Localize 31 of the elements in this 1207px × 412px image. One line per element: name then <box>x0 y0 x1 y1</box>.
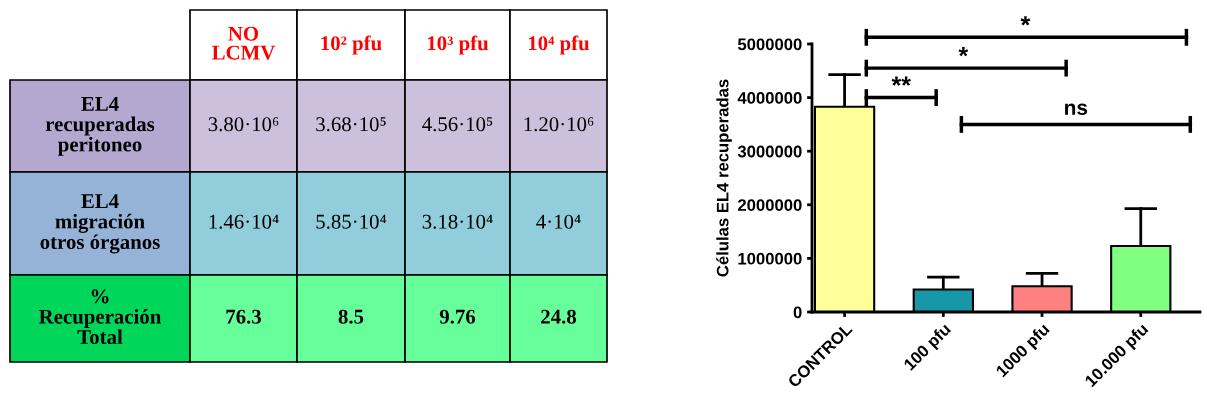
text: 9.76 <box>439 309 476 324</box>
y-tick-label: 5000000 <box>737 38 802 51</box>
y-tick-label: 1000000 <box>738 252 802 265</box>
text: 4·10⁴ <box>536 214 581 229</box>
text: 3.68·10⁵ <box>316 117 386 132</box>
category-label: 10³ pfu <box>427 35 489 55</box>
category-label: 10⁴ pfu <box>528 35 590 55</box>
text: * <box>1020 16 1031 26</box>
x-tick-label: 100 pfu <box>902 322 954 374</box>
text: 3.18·10⁴ <box>422 214 493 229</box>
annotation: ** <box>891 76 911 86</box>
y-tick-label: 0 <box>793 306 802 319</box>
category-label: NO LCMV <box>212 26 276 60</box>
annotation: ns <box>1065 103 1088 115</box>
y-tick-label: 2000000 <box>737 199 802 211</box>
category-label: EL4 migración otros órganos <box>40 194 160 254</box>
text: 1.46·10⁴ <box>209 214 279 229</box>
category-label: EL4 recuperadas peritoneo <box>45 96 155 156</box>
y-tick-label: 4000000 <box>737 92 802 104</box>
text: 1.20·10⁶ <box>524 117 594 132</box>
category-label: % Recuperación Total <box>39 289 162 345</box>
text: 3.80·10⁶ <box>208 117 279 132</box>
text: 8.5 <box>338 309 364 324</box>
text: 5.85·10⁴ <box>316 214 387 229</box>
text: 4.56·10⁵ <box>422 117 493 132</box>
y-axis-title: Células EL4 recuperadas <box>716 79 732 277</box>
y-tick-label: 3000000 <box>737 145 802 158</box>
text: 24.8 <box>541 309 577 324</box>
category-label: 10² pfu <box>321 35 382 55</box>
annotation: * <box>958 47 969 57</box>
text: 76.3 <box>226 309 262 324</box>
